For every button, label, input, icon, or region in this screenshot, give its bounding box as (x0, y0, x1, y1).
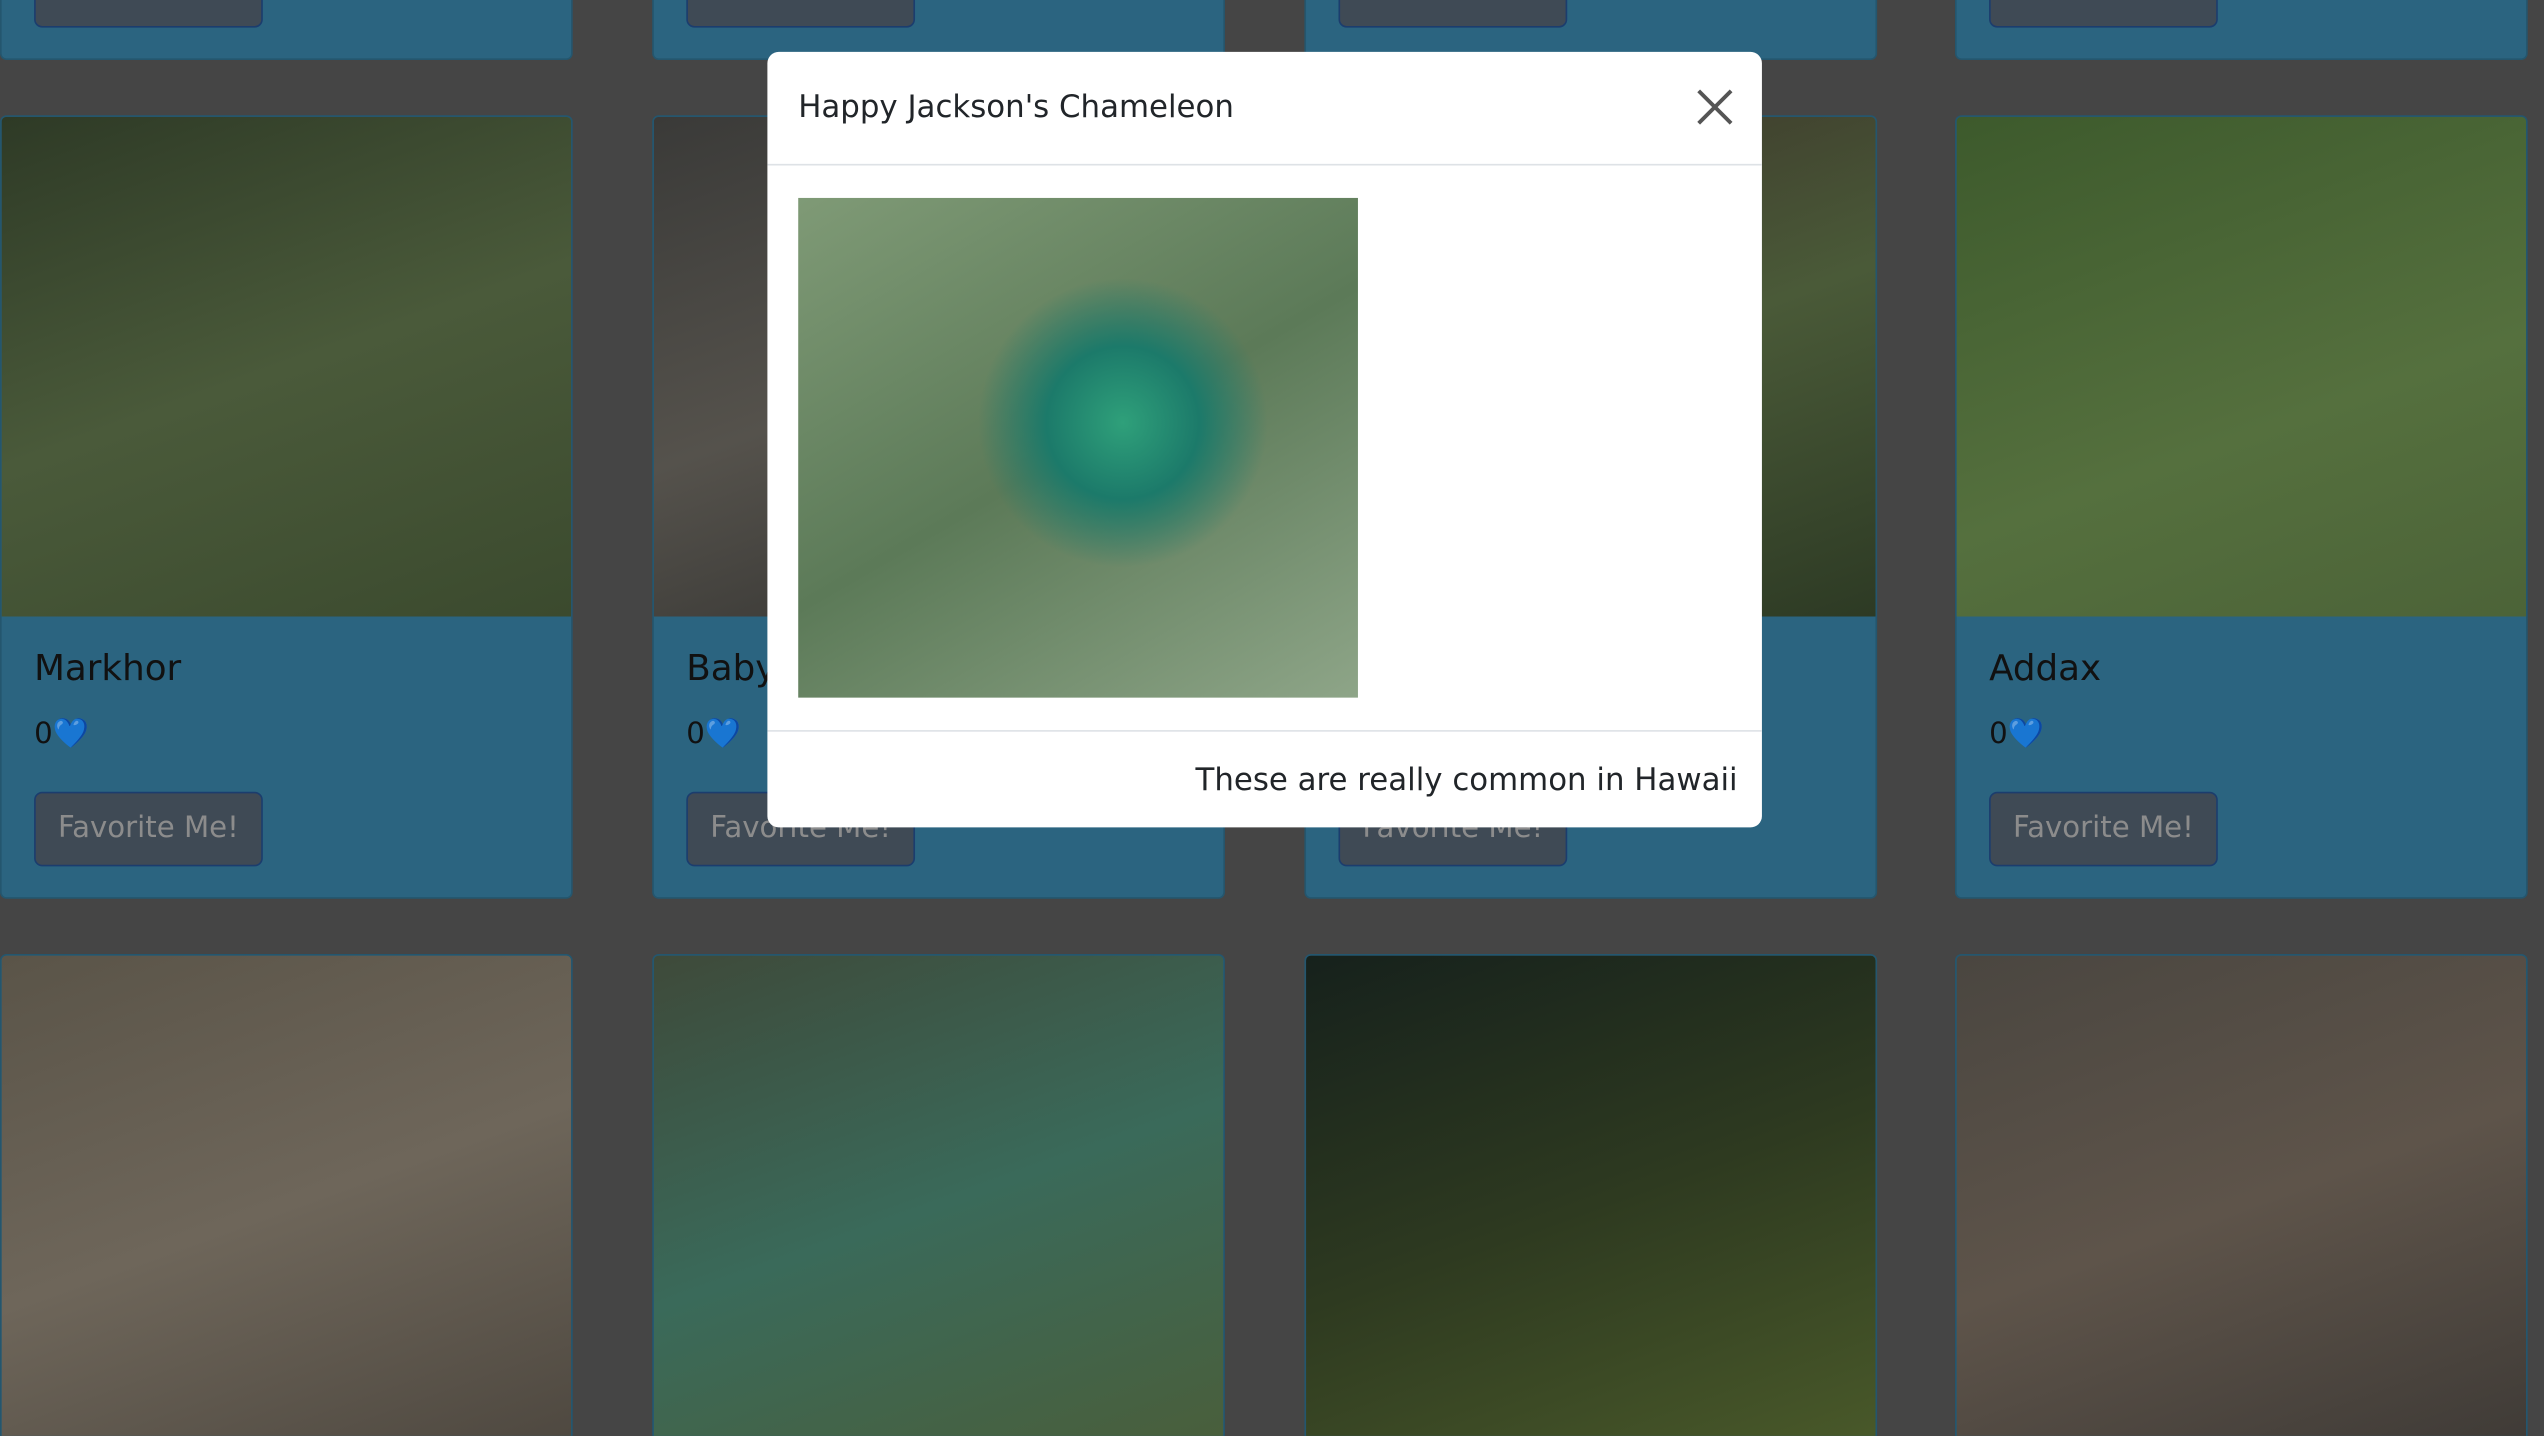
card-title: Addax (1989, 648, 2102, 690)
animal-image (1956, 955, 2527, 1436)
card: Favorite Me! (1954, 0, 2528, 61)
card: Addax 0💙 Favorite Me! (1954, 115, 2528, 899)
close-button[interactable] (1694, 86, 1736, 128)
card-count: 0💙 (34, 717, 90, 752)
card (1954, 953, 2528, 1436)
modal-footer: These are really common in Hawaii (767, 730, 1762, 827)
close-icon (1697, 89, 1733, 125)
card: Markhor 0💙 Favorite Me! (0, 115, 573, 899)
favorite-button: Favorite Me! (1989, 791, 2218, 867)
animal-image (1, 116, 572, 617)
modal: Happy Jackson's Chameleon These are reall… (767, 51, 1762, 828)
card-count: 0💙 (1989, 717, 2045, 752)
card: Favorite Me! (0, 0, 573, 61)
modal-header: Happy Jackson's Chameleon (767, 52, 1762, 166)
animal-image (653, 955, 1224, 1436)
animal-image (1, 955, 572, 1436)
card-count: 0💙 (686, 717, 742, 752)
favorite-button: Favorite Me! (1338, 0, 1568, 28)
modal-footer-text: These are really common in Hawaii (1195, 762, 1738, 799)
card-title: Baby (686, 648, 777, 690)
favorite-button: Favorite Me! (686, 0, 916, 28)
card (1304, 953, 1878, 1436)
card (652, 953, 1225, 1436)
favorite-button: Favorite Me! (34, 791, 263, 867)
modal-title: Happy Jackson's Chameleon (798, 89, 1234, 125)
card-title: Markhor (34, 648, 182, 690)
favorite-button: Favorite Me! (1989, 0, 2218, 28)
card (0, 953, 573, 1436)
animal-image (1956, 116, 2527, 617)
modal-image (798, 197, 1358, 698)
favorite-button: Favorite Me! (34, 0, 263, 28)
card: Favorite Me! (652, 0, 1225, 61)
animal-image (1306, 955, 1876, 1436)
